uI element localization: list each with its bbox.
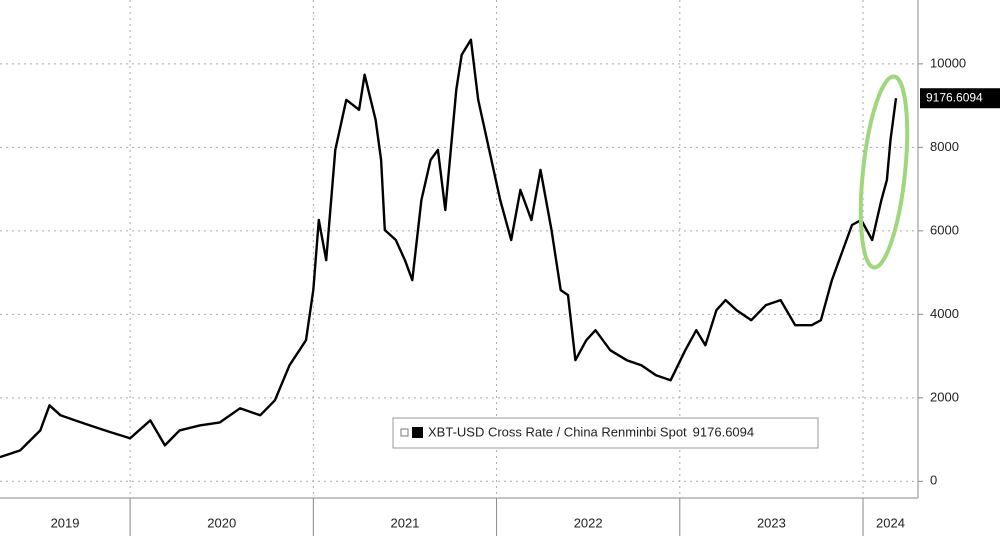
last-value-label: 9176.6094 [926,90,983,104]
y-tick-label: 0 [930,473,937,488]
x-tick-label: 2023 [757,515,786,530]
x-tick-label: 2020 [207,515,236,530]
highlight-ellipse [858,74,910,270]
y-tick-label: 6000 [930,222,959,237]
x-tick-label: 2022 [574,515,603,530]
plot [0,38,898,459]
x-tick-label: 2019 [51,515,80,530]
legend-value: 9176.6094 [693,424,754,439]
x-tick-label: 2021 [390,515,419,530]
legend: XBT-USD Cross Rate / China Renminbi Spot… [392,417,819,449]
legend-label: XBT-USD Cross Rate / China Renminbi Spot [428,424,687,439]
legend-toggle [400,428,409,437]
legend-box [392,417,819,449]
y-tick-label: 2000 [930,389,959,404]
last-value-tag [920,88,1000,109]
x-tick-label: 2024 [876,515,905,530]
y-tick-label: 4000 [930,306,959,321]
y-tick-label: 8000 [930,139,959,154]
y-tick-label: 10000 [930,55,966,70]
grid [0,0,918,498]
legend-swatch [412,427,423,438]
line-series [0,38,898,459]
